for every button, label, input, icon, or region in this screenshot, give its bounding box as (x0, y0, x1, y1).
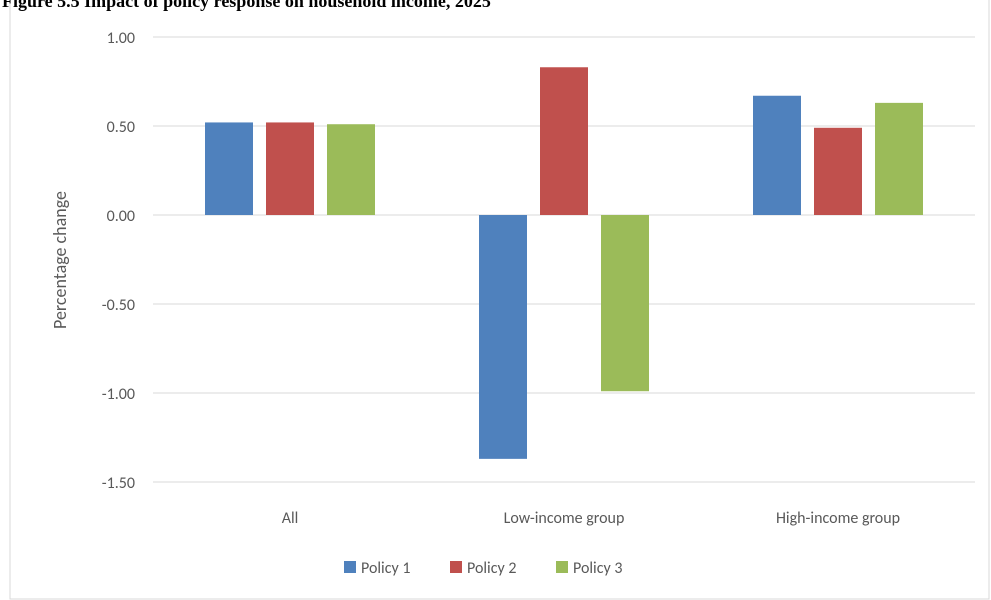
bar (266, 122, 314, 215)
legend-label: Policy 1 (361, 559, 410, 578)
legend-swatch (556, 561, 568, 573)
y-tick-label: -1.50 (102, 474, 135, 493)
bar (479, 215, 527, 459)
y-tick-label: -0.50 (102, 296, 135, 315)
bar (875, 102, 923, 215)
y-tick-label: 1.00 (107, 29, 135, 48)
legend-label: Policy 2 (467, 559, 516, 578)
x-tick-label: All (282, 509, 299, 528)
x-tick-label: Low-income group (504, 509, 625, 528)
y-tick-label: 0.50 (107, 118, 135, 137)
legend-swatch (344, 561, 356, 573)
legend-swatch (450, 561, 462, 573)
legend-label: Policy 3 (573, 559, 622, 578)
y-tick-label: -1.00 (102, 385, 135, 404)
bar (540, 67, 588, 215)
bar (327, 124, 375, 215)
bar (814, 127, 862, 215)
y-tick-label: 0.00 (107, 207, 135, 226)
chart-title: Figure 5.5 Impact of policy response on … (2, 0, 491, 11)
bar (205, 122, 253, 215)
bar (753, 95, 801, 215)
y-axis-label: Percentage change (49, 191, 71, 329)
x-tick-label: High-income group (776, 509, 900, 528)
bar (601, 215, 649, 392)
